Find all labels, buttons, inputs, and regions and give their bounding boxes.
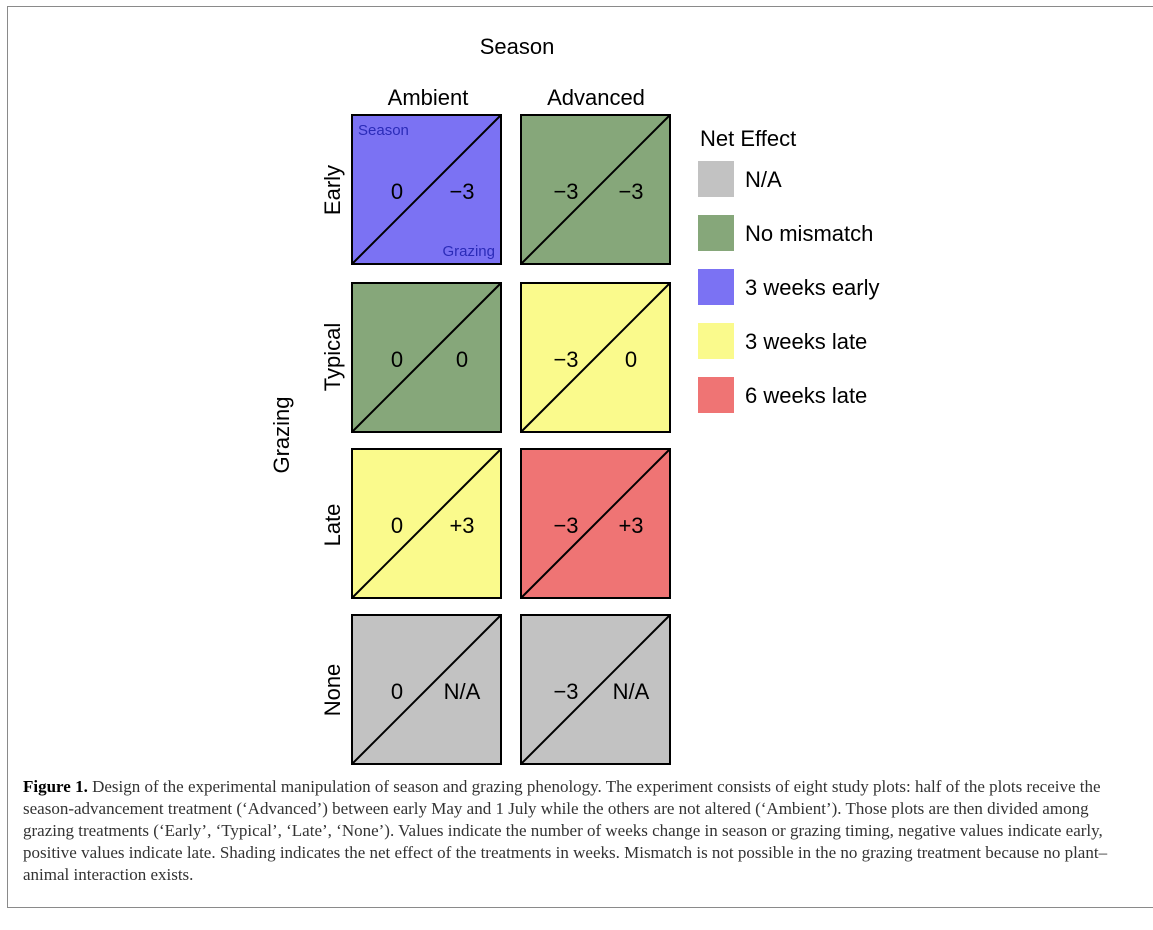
season-value: 0: [391, 679, 403, 704]
legend-item-3-weeks-late: 3 weeks late: [698, 323, 867, 359]
cell-diagonal: [351, 114, 502, 265]
cell-early-ambient: 0 −3 Season Grazing: [351, 114, 502, 265]
cell-none-advanced: −3 N/A: [520, 614, 671, 765]
column-header-advanced: Advanced: [547, 85, 645, 110]
caption-label: Figure 1.: [23, 777, 88, 796]
legend-swatch: [698, 323, 734, 359]
season-value: 0: [391, 513, 403, 538]
grazing-axis-title: Grazing: [269, 396, 294, 473]
cell-diagonal: [520, 614, 671, 765]
legend-swatch: [698, 269, 734, 305]
row-header-late: Late: [320, 504, 345, 547]
season-axis-title: Season: [480, 34, 555, 59]
row-header-none: None: [320, 664, 345, 717]
grazing-value: N/A: [444, 679, 481, 704]
legend-item-3-weeks-early: 3 weeks early: [698, 269, 880, 305]
grazing-value: 0: [625, 347, 637, 372]
legend-label: 3 weeks early: [745, 275, 880, 300]
grazing-value: 0: [456, 347, 468, 372]
cell-diagonal: [351, 448, 502, 599]
caption-text: Design of the experimental manipulation …: [23, 777, 1108, 884]
legend-swatch: [698, 161, 734, 197]
row-header-typical: Typical: [320, 323, 345, 391]
cell-typical-advanced: −3 0: [520, 282, 671, 433]
treatment-diagram: Season Ambient Advanced Grazing Early Ty…: [269, 34, 880, 765]
cell-diagonal: [520, 448, 671, 599]
cell-diagonal: [351, 614, 502, 765]
legend-label: N/A: [745, 167, 782, 192]
grazing-value: −3: [618, 179, 643, 204]
cell-diagonal: [351, 282, 502, 433]
column-header-ambient: Ambient: [388, 85, 469, 110]
legend-item-6-weeks-late: 6 weeks late: [698, 377, 867, 413]
row-header-early: Early: [320, 165, 345, 215]
legend-swatch: [698, 377, 734, 413]
season-value: −3: [553, 347, 578, 372]
cell-early-advanced: −3 −3: [520, 114, 671, 265]
cell-late-ambient: 0 +3: [351, 448, 502, 599]
legend-label: 3 weeks late: [745, 329, 867, 354]
cell-late-advanced: −3 +3: [520, 448, 671, 599]
season-value: −3: [553, 679, 578, 704]
corner-label-grazing: Grazing: [442, 243, 495, 260]
corner-label-season: Season: [358, 122, 409, 139]
legend-label: 6 weeks late: [745, 383, 867, 408]
legend-swatch: [698, 215, 734, 251]
grazing-value: −3: [449, 179, 474, 204]
season-value: 0: [391, 347, 403, 372]
cell-none-ambient: 0 N/A: [351, 614, 502, 765]
legend-title: Net Effect: [700, 126, 796, 151]
grazing-value: N/A: [613, 679, 650, 704]
legend-item-no-mismatch: No mismatch: [698, 215, 873, 251]
legend-item-n-a: N/A: [698, 161, 782, 197]
cell-diagonal: [520, 114, 671, 265]
cell-diagonal: [520, 282, 671, 433]
grazing-value: +3: [449, 513, 474, 538]
season-value: 0: [391, 179, 403, 204]
net-effect-legend: Net Effect N/A No mismatch 3 weeks early 3 …: [698, 126, 880, 413]
legend-label: No mismatch: [745, 221, 873, 246]
grazing-value: +3: [618, 513, 643, 538]
season-value: −3: [553, 179, 578, 204]
figure-frame: [7, 6, 1153, 908]
season-value: −3: [553, 513, 578, 538]
figure-caption: Figure 1. Design of the experimental man…: [23, 776, 1141, 886]
